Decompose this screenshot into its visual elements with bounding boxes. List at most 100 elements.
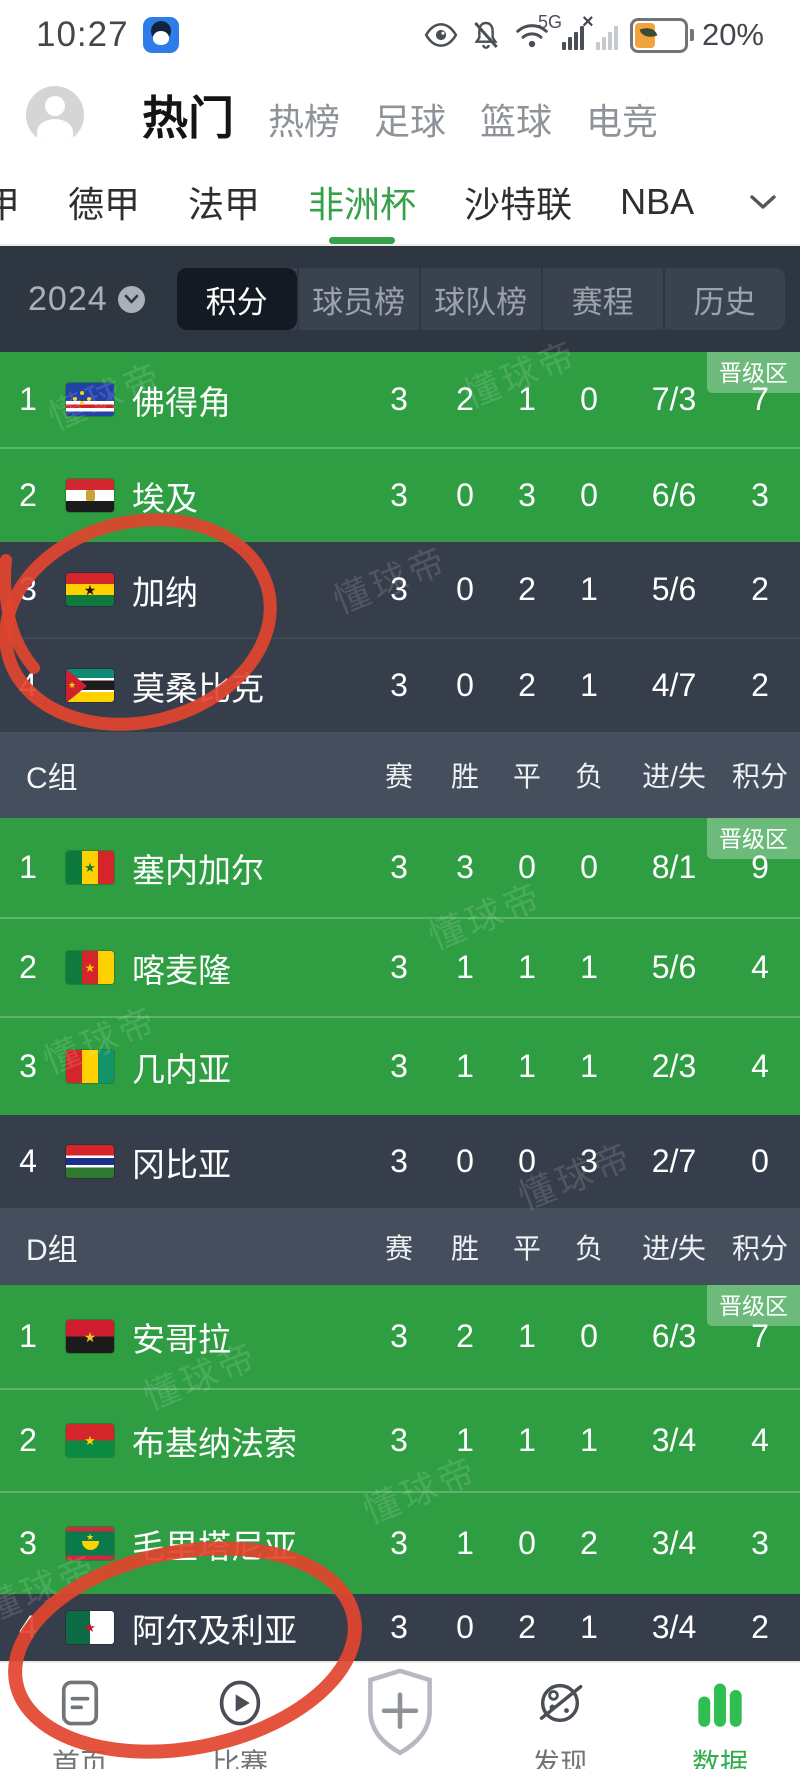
clock-time: 10:27: [36, 15, 129, 54]
league-item-afcon[interactable]: 非洲杯: [308, 160, 416, 244]
team-name: 佛得角: [132, 383, 231, 421]
season-selector[interactable]: 2024: [28, 279, 108, 318]
flag-guinea-icon: [66, 1050, 114, 1083]
filter-bar: 2024 积分 球员榜 球队榜 赛程 历史: [0, 246, 800, 352]
rank: 3: [19, 571, 37, 607]
league-item-nba[interactable]: NBA: [620, 181, 695, 222]
drawn-value: 1: [518, 1422, 536, 1458]
league-item-ligue1[interactable]: 法甲: [188, 184, 261, 225]
rank: 4: [19, 1143, 37, 1179]
bottom-nav-discover[interactable]: 发现: [480, 1663, 640, 1769]
promotion-zone-badge: 晋级区: [707, 352, 800, 393]
goals-value: 8/1: [651, 849, 697, 885]
drawn-value: 0: [518, 849, 536, 885]
tab-basketball[interactable]: 篮球: [480, 101, 553, 142]
played-value: 3: [390, 571, 408, 607]
view-tabs: 积分 球员榜 球队榜 赛程 历史: [176, 268, 785, 330]
tab-standings[interactable]: 积分: [176, 268, 297, 330]
rank: 1: [19, 849, 37, 885]
lost-value: 3: [580, 1143, 598, 1179]
col-points: 积分: [731, 761, 788, 792]
table-row-mauritania[interactable]: 3 毛里塔尼亚 3 1 0 2 3/4 3: [0, 1491, 800, 1594]
promotion-zone-badge: 晋级区: [707, 1285, 800, 1326]
goals-value: 3/4: [651, 1609, 697, 1645]
rank: 1: [19, 1318, 37, 1354]
played-value: 3: [390, 1318, 408, 1354]
points-value: 4: [751, 949, 769, 985]
won-value: 0: [456, 1143, 474, 1179]
season-chevron-down-icon[interactable]: [117, 285, 145, 313]
bottom-nav-label: 首页: [51, 1748, 108, 1769]
flag-senegal-icon: [66, 851, 114, 884]
won-value: 0: [456, 667, 474, 703]
tab-history[interactable]: 历史: [662, 268, 785, 330]
table-row-algeria[interactable]: 4 阿尔及利亚 3 0 2 1 3/4 2: [0, 1594, 800, 1661]
tab-esports[interactable]: 电竞: [586, 101, 659, 142]
table-row-guinea[interactable]: 3 几内亚 3 1 1 1 2/3 4: [0, 1016, 800, 1115]
table-row-egypt[interactable]: 2 埃及 3 0 3 0 6/6 3: [0, 447, 800, 542]
play-circle-icon: [214, 1677, 266, 1734]
lost-value: 0: [580, 849, 598, 885]
lost-value: 0: [580, 1318, 598, 1354]
table-row-gambia[interactable]: 4 冈比亚 3 0 0 3 2/7 0: [0, 1115, 800, 1208]
league-item-saudi[interactable]: 沙特联: [464, 184, 573, 225]
group-c-promotion-zone: 晋级区 1 塞内加尔 3 3 0 0 8/1 9 2 喀麦隆 3 1 1 1 5…: [0, 818, 800, 1115]
goals-value: 5/6: [651, 571, 697, 607]
group-b-promotion-zone: 晋级区 1 佛得角 3 2 1 0 7/3 7 2 埃及 3 0 3 0 6/6: [0, 352, 800, 542]
table-row-burkina-faso[interactable]: 2 布基纳法索 3 1 1 1 3/4 4: [0, 1388, 800, 1491]
bottom-nav-matches[interactable]: 比赛: [160, 1663, 320, 1769]
lost-value: 1: [580, 1048, 598, 1084]
league-item-jia[interactable]: 甲: [0, 184, 21, 225]
rank: 2: [19, 1422, 37, 1458]
standings-panel: 2024 积分 球员榜 球队榜 赛程 历史 晋级区 1 佛得角 3 2 1: [0, 246, 800, 1661]
team-name: 冈比亚: [132, 1145, 231, 1183]
network-type-label: 5G: [537, 12, 562, 32]
col-won: 胜: [450, 761, 479, 792]
table-row-cameroon[interactable]: 2 喀麦隆 3 1 1 1 5/6 4: [0, 917, 800, 1016]
wifi-icon: [514, 20, 550, 50]
bottom-nav-add[interactable]: [320, 1663, 480, 1769]
played-value: 3: [390, 1143, 408, 1179]
avatar[interactable]: [26, 86, 84, 144]
drawn-value: 0: [518, 1525, 536, 1561]
drawn-value: 1: [518, 949, 536, 985]
won-value: 1: [456, 949, 474, 985]
tab-teams[interactable]: 球队榜: [418, 268, 541, 330]
col-goals: 进/失: [642, 1232, 706, 1264]
points-value: 7: [751, 381, 769, 417]
table-row-ghana[interactable]: 3 加纳 3 0 2 1 5/6 2: [0, 542, 800, 637]
tab-schedule[interactable]: 赛程: [540, 268, 663, 330]
bottom-nav-home[interactable]: 首页: [0, 1663, 160, 1769]
drawn-value: 0: [518, 1143, 536, 1179]
played-value: 3: [390, 1609, 408, 1645]
table-row-mozambique[interactable]: 4 莫桑比克 3 0 2 1 4/7 2: [0, 637, 800, 732]
team-name: 莫桑比克: [132, 669, 264, 707]
won-value: 3: [456, 849, 474, 885]
data-bars-icon: [694, 1677, 746, 1734]
team-name: 几内亚: [132, 1050, 231, 1088]
rank: 1: [19, 381, 37, 417]
tab-football[interactable]: 足球: [374, 101, 447, 142]
table-row-senegal[interactable]: 1 塞内加尔 3 3 0 0 8/1 9: [0, 818, 800, 917]
team-name: 毛里塔尼亚: [132, 1527, 297, 1565]
rank: 2: [19, 949, 37, 985]
tab-hot[interactable]: 热门: [142, 92, 234, 144]
tab-players[interactable]: 球员榜: [296, 268, 419, 330]
drawn-value: 1: [518, 1048, 536, 1084]
table-row-cape-verde[interactable]: 1 佛得角 3 2 1 0 7/3 7: [0, 352, 800, 447]
bottom-nav-label: 发现: [531, 1748, 588, 1769]
tab-trending[interactable]: 热榜: [268, 101, 341, 142]
won-value: 0: [456, 477, 474, 513]
table-row-angola[interactable]: 1 安哥拉 3 2 1 0 6/3 7: [0, 1285, 800, 1388]
group-c-header: C组 赛 胜 平 负 进/失 积分: [0, 732, 800, 818]
won-value: 0: [456, 571, 474, 607]
col-goals: 进/失: [642, 761, 706, 792]
bottom-nav-data[interactable]: 数据: [640, 1663, 800, 1769]
chevron-down-icon[interactable]: [748, 193, 800, 211]
lost-value: 1: [580, 571, 598, 607]
lost-value: 1: [580, 1422, 598, 1458]
flag-ghana-icon: [66, 573, 114, 606]
league-item-bundesliga[interactable]: 德甲: [68, 184, 141, 225]
col-played: 赛: [384, 1232, 413, 1264]
rank: 3: [19, 1525, 37, 1561]
